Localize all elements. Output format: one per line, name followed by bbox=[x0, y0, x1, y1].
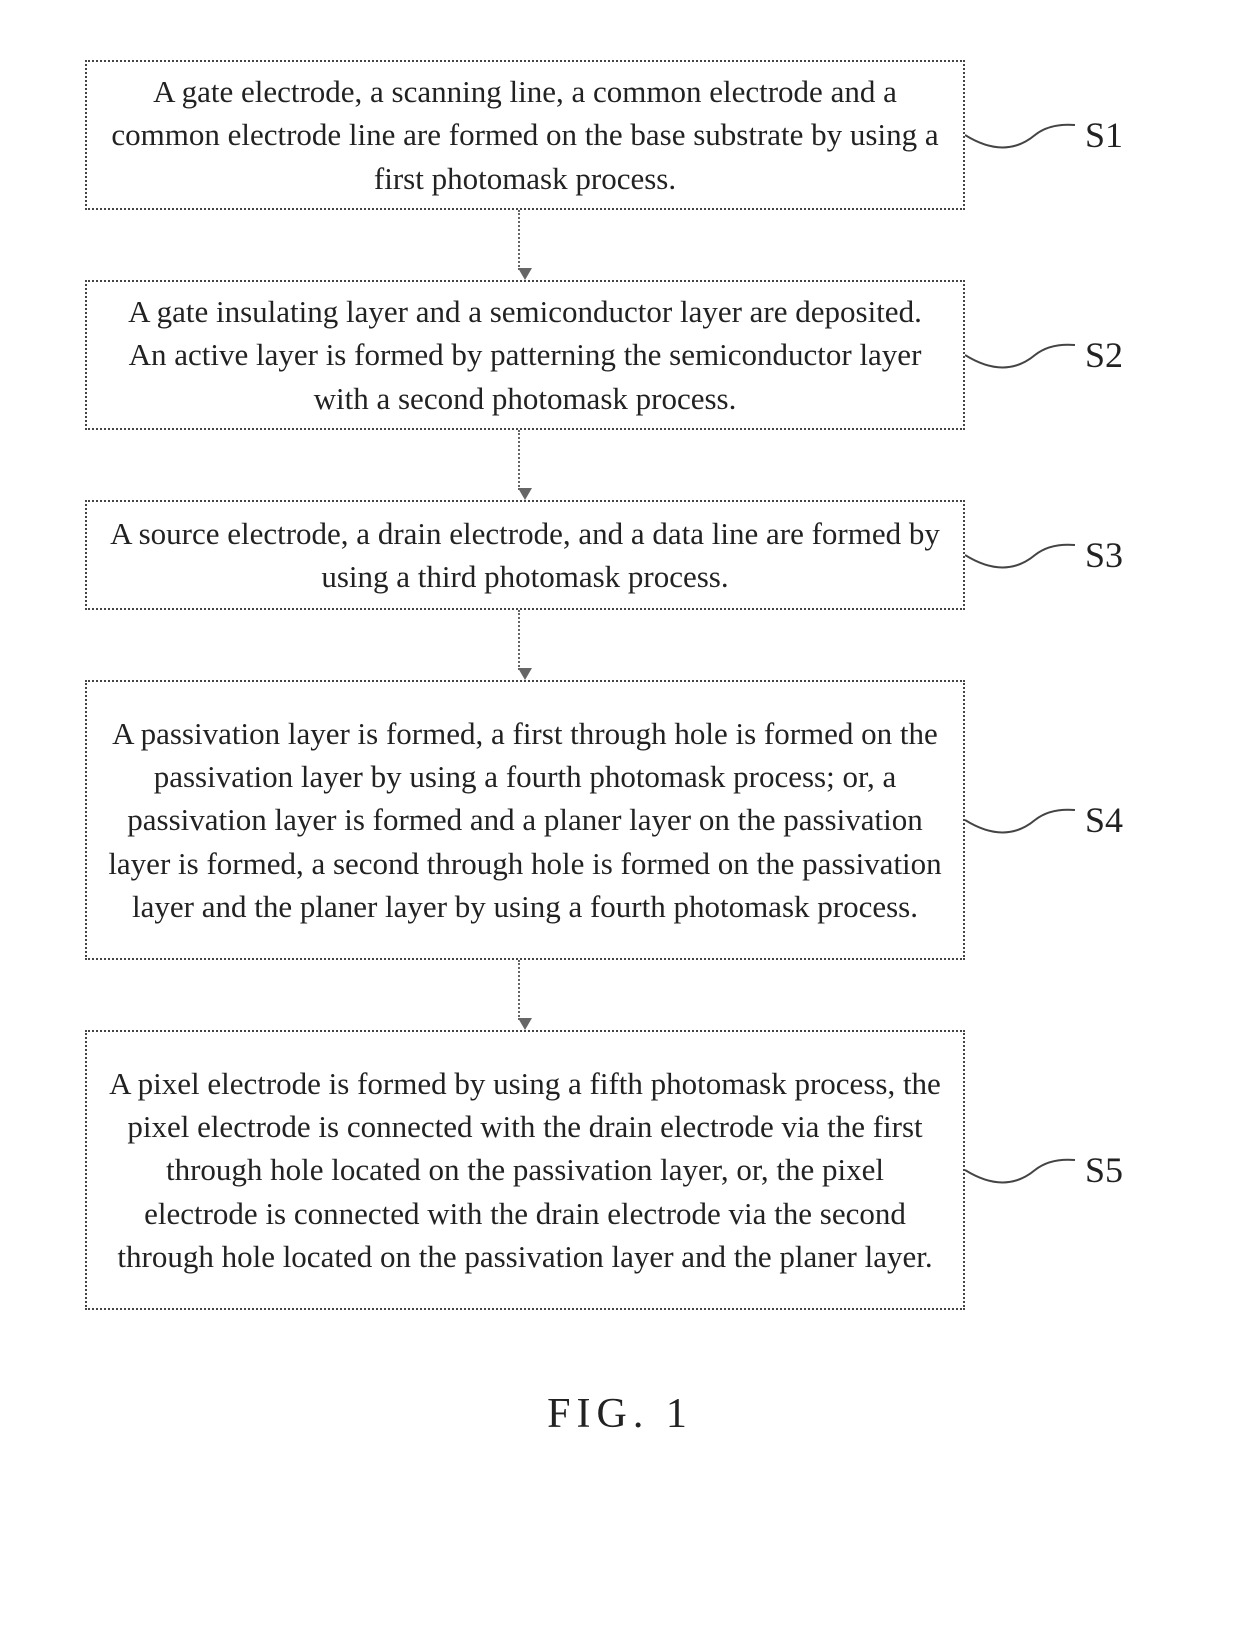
step-label-s3: S3 bbox=[1085, 534, 1123, 576]
step-text: A gate insulating layer and a semiconduc… bbox=[107, 290, 943, 420]
step-row-s5: A pixel electrode is formed by using a f… bbox=[85, 1030, 1240, 1310]
connector-curve-s4 bbox=[965, 790, 1075, 850]
step-row-s3: A source electrode, a drain electrode, a… bbox=[85, 500, 1240, 610]
step-text: A gate electrode, a scanning line, a com… bbox=[107, 70, 943, 200]
connector-curve-s1 bbox=[965, 105, 1075, 165]
arrow-s1-s2 bbox=[85, 210, 965, 280]
step-box-s3: A source electrode, a drain electrode, a… bbox=[85, 500, 965, 610]
step-label-s4: S4 bbox=[1085, 799, 1123, 841]
step-row-s2: A gate insulating layer and a semiconduc… bbox=[85, 280, 1240, 430]
figure-caption: FIG. 1 bbox=[0, 1390, 1240, 1438]
arrow-s4-s5 bbox=[85, 960, 965, 1030]
step-box-s2: A gate insulating layer and a semiconduc… bbox=[85, 280, 965, 430]
connector-curve-s5 bbox=[965, 1140, 1075, 1200]
step-text: A source electrode, a drain electrode, a… bbox=[107, 512, 943, 599]
step-label-s2: S2 bbox=[1085, 334, 1123, 376]
step-box-s1: A gate electrode, a scanning line, a com… bbox=[85, 60, 965, 210]
flowchart-container: A gate electrode, a scanning line, a com… bbox=[0, 0, 1240, 1643]
step-label-s1: S1 bbox=[1085, 114, 1123, 156]
arrow-s3-s4 bbox=[85, 610, 965, 680]
connector-curve-s3 bbox=[965, 525, 1075, 585]
arrow-s2-s3 bbox=[85, 430, 965, 500]
step-row-s1: A gate electrode, a scanning line, a com… bbox=[85, 60, 1240, 210]
connector-curve-s2 bbox=[965, 325, 1075, 385]
step-text: A pixel electrode is formed by using a f… bbox=[107, 1062, 943, 1279]
step-box-s4: A passivation layer is formed, a first t… bbox=[85, 680, 965, 960]
step-label-s5: S5 bbox=[1085, 1149, 1123, 1191]
step-row-s4: A passivation layer is formed, a first t… bbox=[85, 680, 1240, 960]
step-box-s5: A pixel electrode is formed by using a f… bbox=[85, 1030, 965, 1310]
step-text: A passivation layer is formed, a first t… bbox=[107, 712, 943, 929]
